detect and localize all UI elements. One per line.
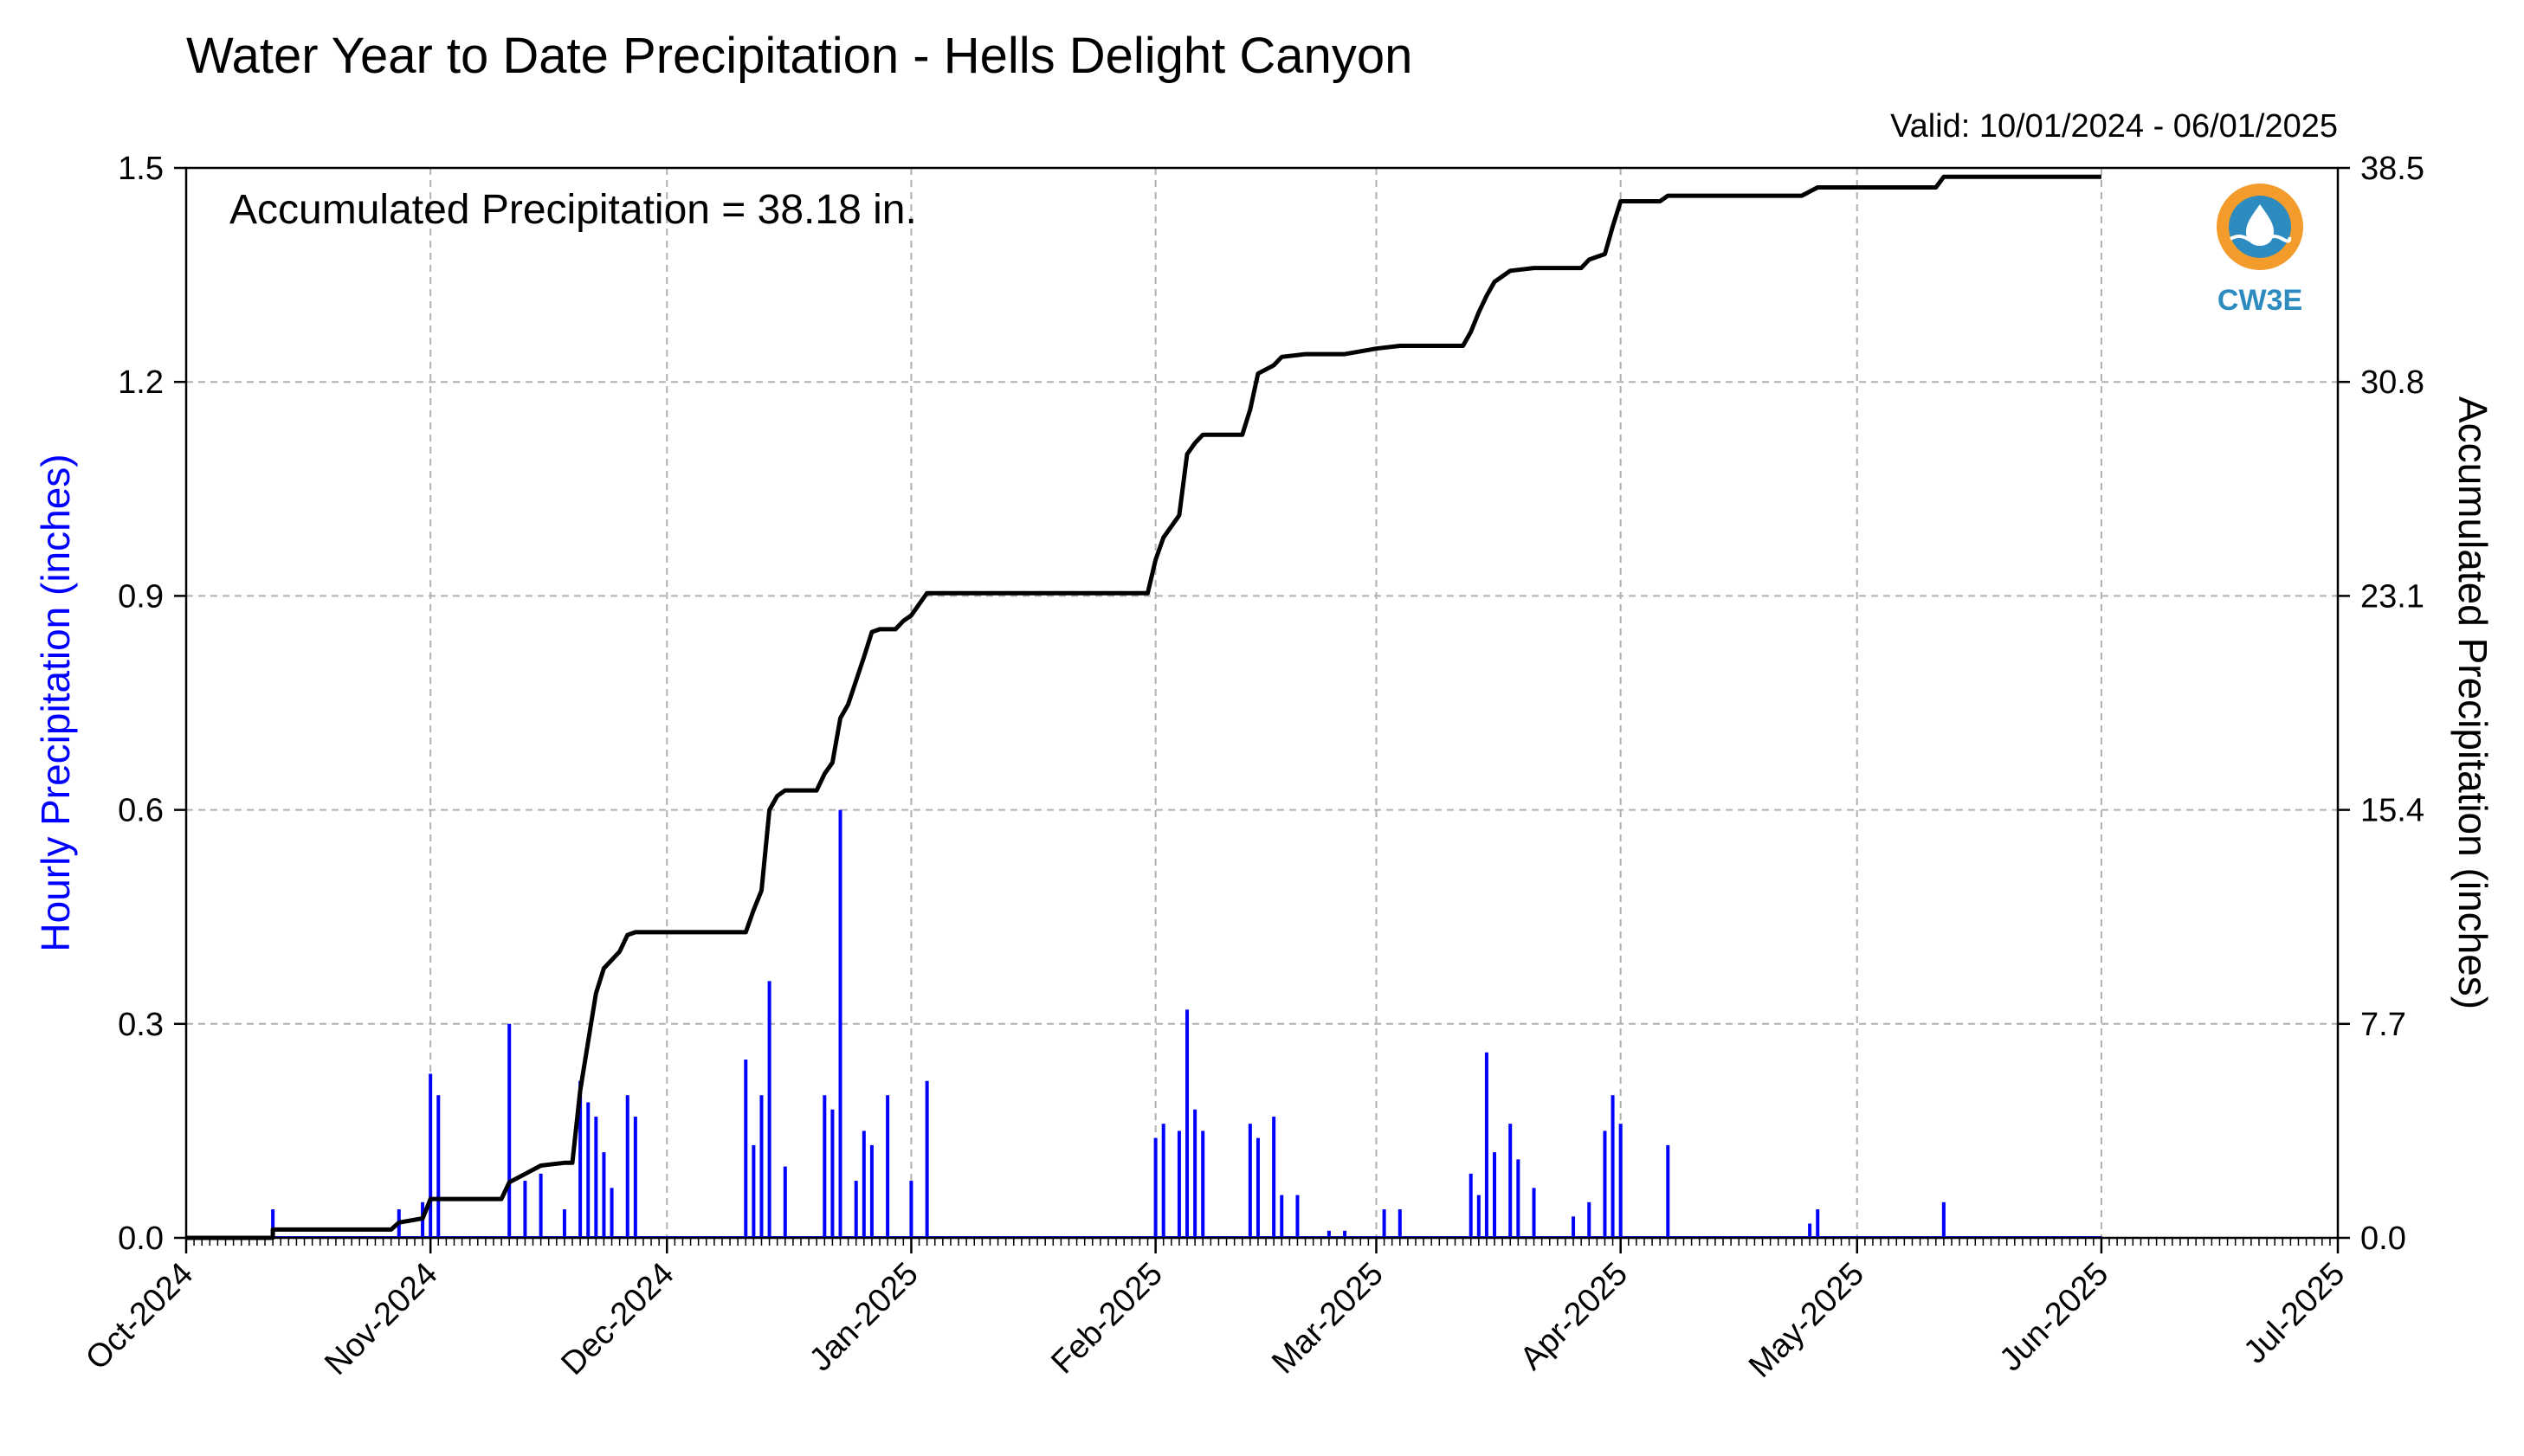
y-axis-left: 0.0 0.3 0.6 0.9 1.2 1.5 xyxy=(118,151,186,1257)
y-tick-label: 0.9 xyxy=(118,578,164,615)
hourly-bar xyxy=(759,1095,764,1238)
y-tick-label: 0.0 xyxy=(118,1221,164,1257)
hourly-bar xyxy=(1808,1223,1812,1238)
hourly-bar xyxy=(523,1181,527,1238)
hourly-bar xyxy=(1280,1195,1284,1238)
hourly-bar xyxy=(1382,1209,1386,1238)
hourly-bar xyxy=(1185,1009,1190,1238)
hourly-bar xyxy=(1153,1137,1158,1238)
hourly-bar xyxy=(1256,1137,1260,1238)
hourly-bar xyxy=(507,1023,512,1238)
y-tick-label: 1.2 xyxy=(118,364,164,401)
hourly-bar xyxy=(1272,1116,1276,1238)
wave-icon xyxy=(2229,235,2292,243)
y2-tick-label: 15.4 xyxy=(2360,793,2424,829)
hourly-bar xyxy=(1816,1209,1820,1238)
water-drop-icon xyxy=(2246,204,2274,246)
logo-text: CW3E xyxy=(2217,284,2302,317)
hourly-bar xyxy=(1193,1109,1197,1238)
grid-lines xyxy=(186,168,2338,1238)
hourly-bar xyxy=(830,1109,835,1238)
hourly-bar xyxy=(1493,1152,1497,1238)
hourly-bar xyxy=(1941,1202,1946,1238)
cw3e-logo: CW3E xyxy=(2217,184,2303,317)
y-tick-label: 0.3 xyxy=(118,1007,164,1043)
hourly-bar xyxy=(1161,1124,1165,1238)
y-axis-right-label: Accumulated Precipitation (inches) xyxy=(2450,396,2495,1009)
hourly-bar xyxy=(862,1131,866,1238)
hourly-bar xyxy=(1343,1230,1347,1238)
hourly-bar xyxy=(594,1116,598,1238)
y-axis-right: 0.0 7.7 15.4 23.1 30.8 38.5 xyxy=(2338,151,2424,1257)
accumulated-total-annotation: Accumulated Precipitation = 38.18 in. xyxy=(229,187,917,233)
hourly-bar xyxy=(1603,1131,1607,1238)
hourly-bar xyxy=(1516,1159,1520,1238)
hourly-bar xyxy=(744,1060,748,1238)
hourly-bar xyxy=(823,1095,827,1238)
hourly-bar xyxy=(1177,1131,1181,1238)
hourly-bar xyxy=(1532,1188,1536,1238)
hourly-bar xyxy=(783,1166,787,1238)
hourly-bar xyxy=(1327,1230,1331,1238)
hourly-bar xyxy=(586,1102,591,1238)
hourly-bar xyxy=(767,981,771,1238)
y-tick-label: 1.5 xyxy=(118,151,164,187)
hourly-bar xyxy=(1611,1095,1615,1238)
hourly-bar xyxy=(1572,1216,1576,1238)
y2-tick-label: 7.7 xyxy=(2360,1007,2406,1043)
hourly-bar xyxy=(1587,1202,1591,1238)
y2-tick-label: 38.5 xyxy=(2360,151,2424,187)
hourly-bar xyxy=(578,1080,583,1238)
y2-tick-label: 23.1 xyxy=(2360,578,2424,615)
hourly-bar xyxy=(610,1188,614,1238)
hourly-bar xyxy=(838,809,842,1238)
hourly-bar xyxy=(271,1209,275,1238)
hourly-bar xyxy=(562,1209,566,1238)
hourly-bar xyxy=(752,1144,756,1238)
hourly-bar xyxy=(539,1173,543,1238)
hourly-bar xyxy=(1201,1131,1205,1238)
hourly-bar xyxy=(1248,1124,1252,1238)
accumulated-line xyxy=(186,174,2101,1240)
hourly-bar xyxy=(1295,1195,1300,1238)
hourly-bar xyxy=(854,1181,858,1238)
hourly-bar xyxy=(925,1080,929,1238)
hourly-bar xyxy=(1469,1173,1473,1238)
y2-tick-label: 0.0 xyxy=(2360,1221,2406,1257)
hourly-bar xyxy=(1508,1124,1513,1238)
hourly-bar xyxy=(1476,1195,1481,1238)
hourly-bar xyxy=(633,1116,637,1238)
hourly-bar xyxy=(602,1152,606,1238)
hourly-bar xyxy=(909,1181,913,1238)
plot-frame xyxy=(184,166,2340,1240)
y-axis-left-label: Hourly Precipitation (inches) xyxy=(33,454,78,951)
y-tick-label: 0.6 xyxy=(118,793,164,829)
accumulated-precip-line xyxy=(186,174,2101,1240)
hourly-bar xyxy=(1398,1209,1402,1238)
hourly-bar xyxy=(1666,1144,1670,1238)
y2-tick-label: 30.8 xyxy=(2360,364,2424,401)
hourly-bar xyxy=(1484,1052,1488,1238)
hourly-bar xyxy=(1618,1124,1623,1238)
hourly-bar xyxy=(429,1073,433,1238)
hourly-bar xyxy=(869,1144,874,1238)
valid-date-range: Valid: 10/01/2024 - 06/01/2025 xyxy=(1890,108,2338,145)
hourly-bar xyxy=(886,1095,890,1238)
hourly-bar xyxy=(436,1095,441,1238)
chart-title: Water Year to Date Precipitation - Hells… xyxy=(186,28,1412,84)
hourly-bar xyxy=(625,1095,629,1238)
